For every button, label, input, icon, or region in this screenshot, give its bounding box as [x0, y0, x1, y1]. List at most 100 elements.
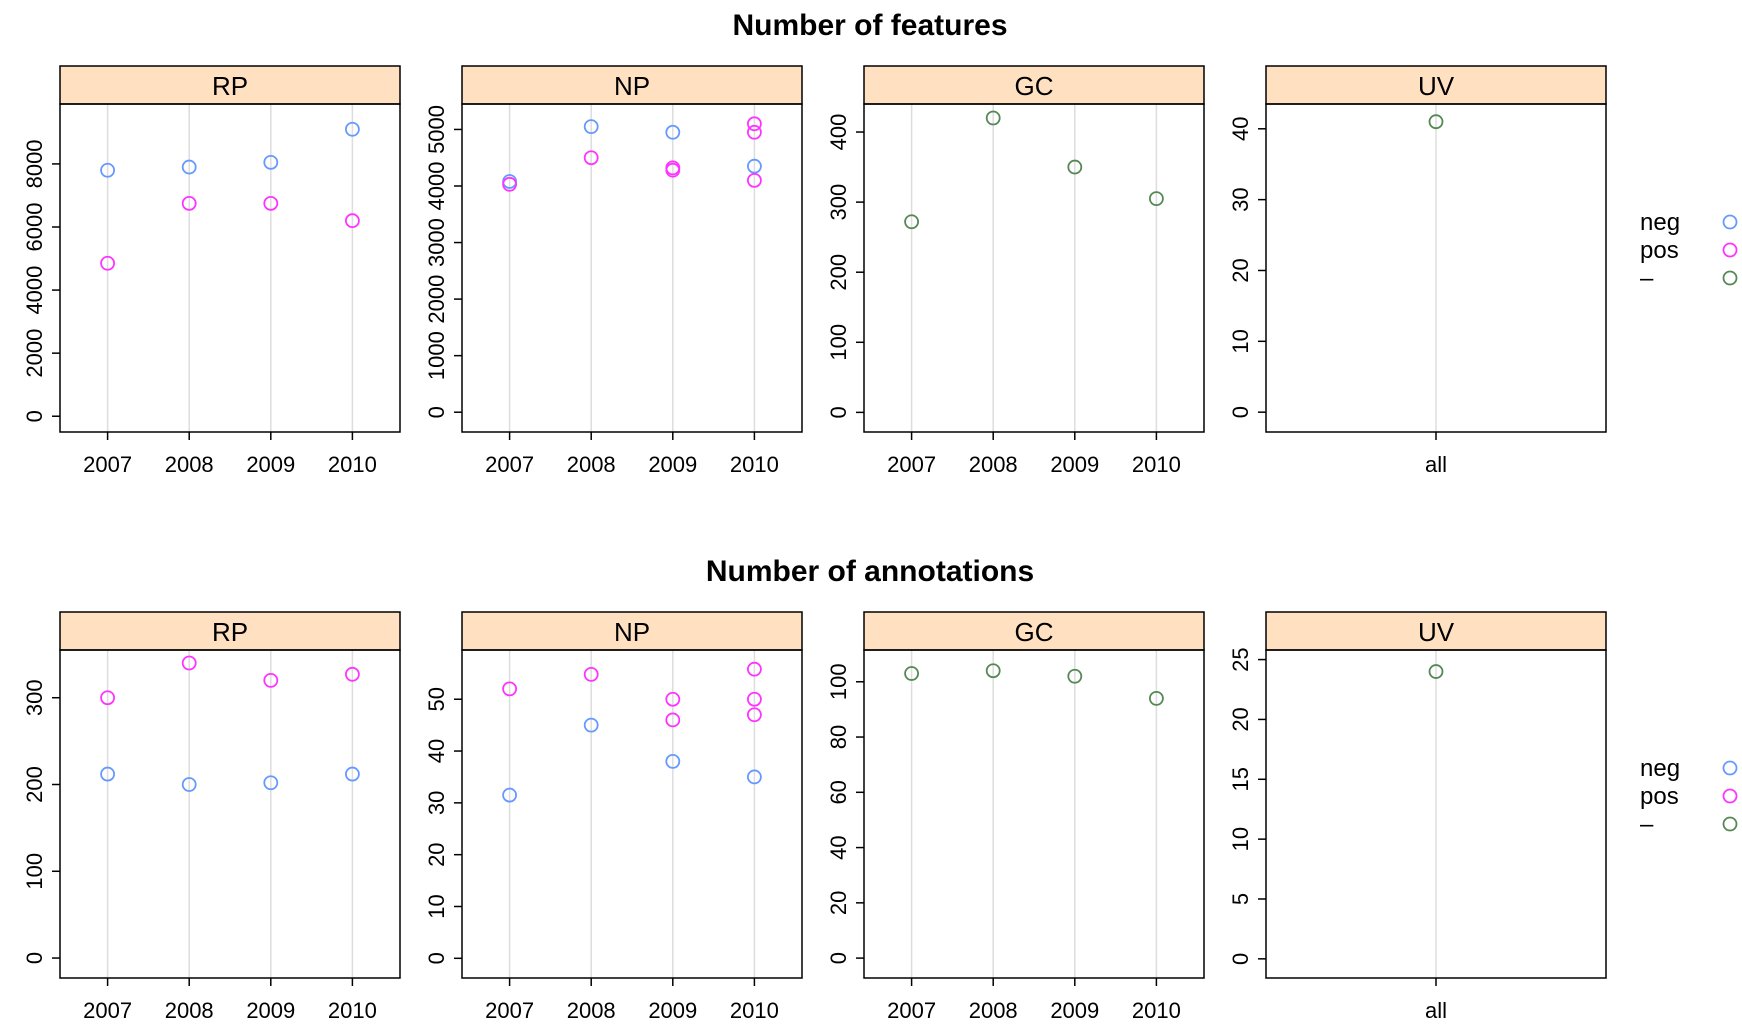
x-tick-label: 2009	[246, 452, 295, 477]
data-point-other	[1067, 668, 1083, 684]
x-tick-label: 2007	[887, 452, 936, 477]
y-tick-label: 6000	[22, 203, 47, 252]
data-point-neg	[583, 717, 599, 733]
data-point-pos	[181, 655, 197, 671]
y-tick-label: 20	[1228, 258, 1253, 282]
data-point-pos	[181, 195, 197, 211]
strip-label: UV	[1418, 617, 1455, 647]
x-tick-label: 2008	[567, 998, 616, 1023]
legend-marker	[1722, 214, 1738, 230]
y-tick-label: 5	[1228, 893, 1253, 905]
data-point-other	[1428, 664, 1444, 679]
y-tick-label: 40	[424, 739, 449, 763]
x-tick-label: 2008	[969, 998, 1018, 1023]
data-point-pos	[747, 707, 762, 723]
data-point-pos	[747, 116, 762, 132]
y-tick-label: 0	[424, 952, 449, 964]
data-point-pos	[263, 672, 279, 688]
y-tick-label: 0	[424, 406, 449, 418]
data-point-pos	[665, 162, 681, 178]
data-point-pos	[747, 691, 762, 707]
data-point-pos	[344, 666, 360, 682]
y-tick-label: 2000	[424, 275, 449, 324]
data-point-neg	[665, 124, 681, 140]
panel-gc: GC 0 20 40 60 80 100 2007 2008 2009 2010	[826, 611, 1205, 1023]
y-tick-label: 4000	[22, 266, 47, 315]
panel-gc: GC 0 100 200 300 400 2007 2008 2009 2010	[826, 65, 1205, 477]
y-tick-label: 0	[22, 952, 47, 964]
panel-np: NP 0 10 20 30 40 50 2007 2008 2009 2010	[424, 611, 803, 1023]
strip-label: NP	[614, 71, 650, 101]
data-point-pos	[100, 690, 115, 706]
legend-marker	[1722, 242, 1738, 258]
y-tick-label: 20	[826, 891, 851, 915]
strip-label: NP	[614, 617, 650, 647]
y-tick-label: 0	[1228, 406, 1253, 418]
data-point-other	[904, 214, 919, 230]
data-point-other	[1428, 114, 1444, 130]
legend-label: –	[1640, 265, 1654, 292]
x-tick-label: 2010	[730, 452, 779, 477]
legend-marker	[1722, 788, 1738, 804]
data-point-pos	[502, 176, 518, 192]
strip	[59, 65, 401, 105]
strip	[863, 65, 1205, 105]
y-tick-label: 4000	[424, 162, 449, 211]
data-point-pos	[747, 124, 762, 140]
y-tick-label: 300	[22, 679, 47, 716]
legend-label: pos	[1640, 237, 1679, 264]
data-point-neg	[181, 159, 197, 175]
strip	[461, 611, 803, 651]
legend-label: pos	[1640, 783, 1679, 810]
y-tick-label: 15	[1228, 767, 1253, 791]
panel-frame	[59, 103, 401, 433]
data-point-neg	[747, 769, 762, 785]
strip-label: GC	[1015, 71, 1054, 101]
data-point-neg	[100, 766, 115, 782]
x-tick-label: 2008	[165, 452, 214, 477]
x-tick-label: 2007	[485, 452, 534, 477]
y-tick-label: 20	[424, 842, 449, 866]
y-tick-label: 0	[1228, 953, 1253, 965]
x-tick-label: 2007	[887, 998, 936, 1023]
data-point-neg	[344, 121, 360, 137]
data-point-pos	[747, 172, 762, 188]
y-tick-label: 10	[424, 894, 449, 918]
strip	[1265, 611, 1607, 651]
panel-rp: RP 0 100 200 300 2007 2008 2009 2010	[22, 611, 401, 1023]
panel-uv: UV 0 5 10 15 20 25 all	[1228, 611, 1607, 1023]
data-point-neg	[263, 775, 279, 791]
legend-label: neg	[1640, 755, 1680, 782]
y-tick-label: 40	[1228, 117, 1253, 141]
x-tick-label: 2009	[648, 452, 697, 477]
y-tick-label: 20	[1228, 707, 1253, 731]
y-tick-label: 1000	[424, 331, 449, 380]
y-tick-label: 10	[1228, 329, 1253, 353]
y-tick-label: 3000	[424, 218, 449, 267]
y-tick-label: 400	[826, 114, 851, 151]
y-tick-label: 200	[826, 254, 851, 291]
data-point-neg	[263, 154, 279, 170]
legend-label: neg	[1640, 209, 1680, 236]
x-tick-label: 2008	[165, 998, 214, 1023]
strip	[863, 611, 1205, 651]
x-tick-label: 2010	[328, 452, 377, 477]
x-tick-label: 2009	[246, 998, 295, 1023]
x-tick-label: 2007	[485, 998, 534, 1023]
data-point-pos	[583, 150, 599, 166]
panel-np: NP 0 1000 2000 3000 4000 5000 2007 2008 2009 2010	[424, 65, 803, 477]
data-point-neg	[100, 162, 115, 178]
strip	[1265, 65, 1607, 105]
x-tick-label: 2009	[1050, 452, 1099, 477]
panel-frame	[59, 649, 401, 979]
y-tick-label: 80	[826, 725, 851, 749]
x-tick-label: 2010	[1132, 998, 1181, 1023]
x-tick-label: 2009	[1050, 998, 1099, 1023]
strip	[461, 65, 803, 105]
legend-label: –	[1640, 811, 1654, 838]
panel-uv: UV 0 10 20 30 40 all	[1228, 65, 1607, 477]
x-tick-label: all	[1425, 452, 1447, 477]
y-tick-label: 8000	[22, 139, 47, 188]
y-tick-label: 100	[22, 853, 47, 890]
